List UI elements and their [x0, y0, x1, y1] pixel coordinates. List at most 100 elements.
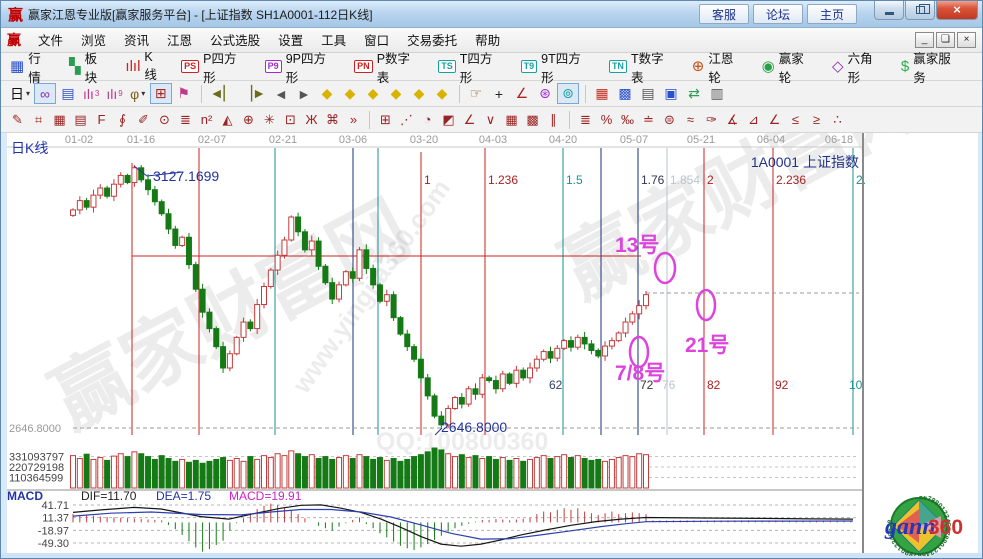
level-line-tool[interactable]: ≐ — [643, 111, 654, 127]
notes-button[interactable]: ▤ — [641, 85, 655, 101]
info-panel[interactable]: ▤ — [61, 85, 75, 101]
menu-item-8[interactable]: 窗口 — [364, 34, 390, 48]
homepage-button[interactable]: 主页 — [806, 3, 857, 24]
menu-item-2[interactable]: 浏览 — [81, 34, 107, 48]
period-day-dropdown[interactable]: 日 ▾ — [10, 85, 31, 102]
menu-item-7[interactable]: 工具 — [321, 34, 347, 48]
diamond-left-button[interactable]: ◆ — [321, 85, 333, 101]
angle-mirror-tool[interactable]: ◭ — [222, 111, 233, 127]
bars-9-tool[interactable]: ılı 9 — [106, 85, 123, 102]
print-button[interactable]: ▥ — [710, 85, 724, 101]
angle-four-tool[interactable]: ∴ — [833, 111, 842, 127]
close-button[interactable]: × — [936, 1, 978, 20]
diamond-plus-button[interactable]: ◆ — [436, 85, 448, 101]
dense-grid-tool[interactable]: ▦ — [505, 111, 518, 127]
save-button[interactable]: ▣ — [664, 85, 678, 101]
arc-fan-tool[interactable]: ◔ — [423, 112, 432, 127]
diamond-v-button[interactable]: ◆ — [390, 85, 402, 101]
maximize-button[interactable] — [905, 1, 935, 20]
star-tool[interactable]: ✳ — [264, 111, 275, 127]
brush-line-tool[interactable]: ✎ — [12, 111, 23, 127]
spiral-tool[interactable]: ∮ — [119, 111, 126, 127]
menu-item-9[interactable]: 交易委托 — [407, 34, 458, 48]
square-number-tool[interactable]: n² — [200, 112, 213, 127]
axis-mirror-tool[interactable]: Ж — [305, 112, 318, 127]
more-tools-button[interactable]: » — [349, 112, 358, 127]
gann-wheel-button[interactable]: ⊕ 江恩轮 — [689, 46, 749, 88]
gann-marks-tool[interactable]: ⊞ — [149, 83, 172, 104]
trend-angle-tool[interactable]: ∠ — [463, 111, 476, 127]
p-square-button[interactable]: PS P四方形 — [178, 46, 252, 88]
fan-lines-tool[interactable]: ⋰ — [400, 111, 413, 127]
menu-item-6[interactable]: 设置 — [278, 34, 304, 48]
first-bar-button[interactable]: ◄▏ — [209, 85, 235, 101]
p9-square-button[interactable]: P9 9P四方形 — [262, 46, 342, 88]
square-draw-tool[interactable]: ⊞ — [380, 111, 391, 127]
t9-square-button[interactable]: T9 9T四方形 — [518, 46, 596, 88]
menu-item-5[interactable]: 公式选股 — [210, 34, 261, 48]
angle-f-tool[interactable]: ⊿ — [748, 111, 759, 127]
t-digit-table-button[interactable]: TN T数字表 — [606, 46, 679, 88]
calculator-button[interactable]: ▩ — [618, 85, 632, 101]
temple-grid-tool[interactable]: ⌘ — [326, 111, 339, 127]
annotate-pencil-tool[interactable]: ✑ — [706, 111, 717, 127]
gold-circle-tool[interactable]: ⊜ — [664, 111, 675, 127]
angle-measure-tool[interactable]: ∠ — [515, 85, 529, 101]
mdi-minimize-button[interactable]: _ — [915, 32, 934, 48]
grid-lines-tool[interactable]: ≣ — [180, 111, 191, 127]
gann-shape-tool[interactable]: ⊚ — [556, 83, 579, 104]
chart-grid-tool[interactable]: ▩ — [526, 111, 539, 127]
mdi-close-button[interactable]: × — [957, 32, 976, 48]
diamond-all-button[interactable]: ◆ — [413, 85, 425, 101]
menu-item-10[interactable]: 帮助 — [475, 34, 501, 48]
bars-3-tool[interactable]: ılı 3 — [83, 85, 100, 102]
circle-cross-tool[interactable]: ⊕ — [243, 111, 254, 127]
last-bar-button[interactable]: ▕► — [241, 85, 266, 101]
hexagon-button[interactable]: ◇ 六角形 — [829, 46, 888, 88]
calendar-button[interactable]: ▦ — [595, 85, 609, 101]
forum-button[interactable]: 论坛 — [752, 3, 803, 24]
winner-wheel-button[interactable]: ◉ 赢家轮 — [759, 46, 819, 88]
percent-tool[interactable]: % — [600, 112, 613, 127]
angle-win-tool[interactable]: ≥ — [812, 112, 821, 127]
t-square-button[interactable]: TS T四方形 — [435, 46, 507, 88]
gann-glasses-tool[interactable]: ∞ — [34, 83, 57, 104]
candlestick-chart[interactable]: 赢家财富网 赢家财富网www.yingjia360.comQQ:100800360… — [1, 133, 983, 559]
p-digit-table-button[interactable]: PN P数字表 — [351, 46, 425, 88]
winner-service-button[interactable]: $ 赢家服务 — [898, 46, 966, 88]
diamond-h-button[interactable]: ◆ — [367, 85, 379, 101]
minimize-button[interactable] — [874, 1, 904, 20]
stat-bars-tool[interactable]: ≣ — [580, 111, 591, 127]
sectors-button[interactable]: ▚ 板块 — [66, 46, 112, 88]
next-bar-button[interactable]: ► — [297, 85, 311, 102]
menu-item-3[interactable]: 资讯 — [124, 34, 150, 48]
shade-fan-tool[interactable]: ◩ — [442, 111, 455, 127]
wave-tool[interactable]: ≈ — [686, 112, 695, 127]
menu-item-1[interactable]: 文件 — [38, 34, 64, 48]
gann-box-tool[interactable]: ⊛ — [539, 85, 551, 101]
time-grid-tool[interactable]: ▤ — [74, 111, 87, 127]
parallel-lines-tool[interactable]: ∥ — [550, 111, 557, 127]
customer-service-button[interactable]: 客服 — [698, 3, 749, 24]
kline-button[interactable]: ılıl K线 — [122, 48, 168, 85]
fib-grid-tool[interactable]: F — [97, 112, 106, 127]
export-button[interactable]: ⇄ — [688, 85, 700, 101]
price-grid-tool[interactable]: ▦ — [53, 111, 66, 127]
time-circle-tool[interactable]: ⊙ — [159, 111, 170, 127]
angle-step-tool[interactable]: ≤ — [791, 112, 800, 127]
v-lines-tool[interactable]: ∨ — [485, 111, 496, 127]
color-flag-tool[interactable]: ⚑ — [177, 85, 190, 101]
angle-gold-tool[interactable]: ∠ — [768, 111, 781, 127]
candle-style-dropdown[interactable]: φ ▾ — [130, 85, 146, 102]
menu-item-4[interactable]: 江恩 — [167, 34, 193, 48]
gann-grid-tool[interactable]: ⌗ — [34, 111, 43, 127]
hand-tool[interactable]: ☞ — [469, 85, 483, 101]
angle-1-tool[interactable]: ∡ — [726, 111, 739, 127]
pencil-ruler-tool[interactable]: ✐ — [138, 111, 149, 127]
prev-bar-button[interactable]: ◄ — [274, 85, 288, 102]
crosshair-tool[interactable]: + — [494, 85, 504, 102]
quotes-button[interactable]: ▦ 行情 — [7, 46, 56, 88]
box-target-tool[interactable]: ⊡ — [285, 111, 296, 127]
mdi-restore-button[interactable]: ❏ — [936, 32, 955, 48]
permille-tool[interactable]: ‰ — [621, 112, 634, 127]
